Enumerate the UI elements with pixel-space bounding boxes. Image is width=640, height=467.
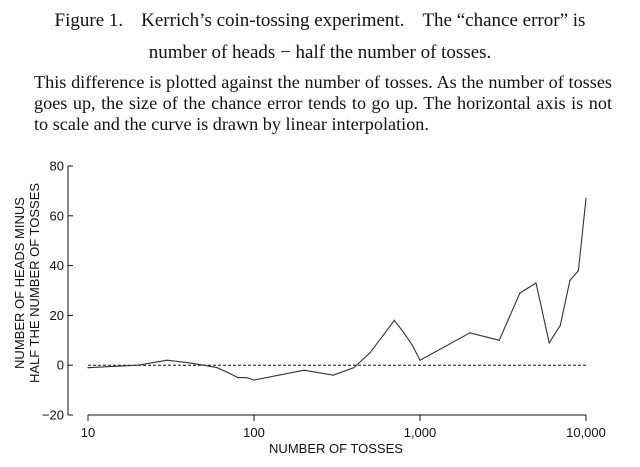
data-point (203, 364, 205, 366)
x-axis-ticks: 10 100 1,000 10,000 (81, 415, 606, 440)
data-point (332, 374, 334, 376)
data-point (519, 292, 521, 294)
data-point (585, 197, 587, 199)
y-tick-label: 20 (50, 308, 64, 323)
y-axis-label-line2: HALF THE NUMBER OF TOSSES (27, 183, 42, 383)
data-points (87, 197, 587, 381)
data-point (403, 332, 405, 334)
figure-caption-line1: Figure 1. Kerrich’s coin-tossing experime… (0, 10, 640, 32)
data-point (166, 359, 168, 361)
y-axis-label-line1: NUMBER OF HEADS MINUS (12, 197, 27, 369)
data-point (393, 319, 395, 321)
y-tick-label: 80 (50, 159, 64, 174)
chance-error-line (87, 198, 587, 381)
figure-description: This difference is plotted against the n… (34, 72, 612, 134)
data-point (548, 342, 550, 344)
data-point (245, 377, 247, 379)
y-tick-label: 40 (50, 258, 64, 273)
data-point (137, 364, 139, 366)
y-tick-label: 60 (50, 208, 64, 223)
data-point (353, 367, 355, 369)
data-point (469, 332, 471, 334)
data-point (577, 270, 580, 272)
x-tick-label: 10,000 (566, 425, 606, 440)
data-point (253, 379, 255, 381)
data-point (419, 359, 421, 361)
y-tick-label: −20 (42, 408, 64, 423)
data-point (187, 362, 189, 364)
x-tick-label: 100 (243, 425, 265, 440)
y-tick-label: 0 (57, 358, 64, 373)
data-point (498, 339, 500, 341)
data-point (382, 334, 384, 336)
data-point (237, 377, 239, 379)
data-point (369, 352, 371, 354)
figure-caption-line2: number of heads − half the number of tos… (148, 42, 492, 63)
data-point (216, 367, 218, 369)
figure-title-part1: Kerrich’s coin-tossing experiment. (141, 10, 405, 31)
data-point (569, 279, 571, 282)
data-point (411, 344, 413, 346)
data-point (559, 324, 561, 326)
data-point (535, 282, 537, 284)
data-point (87, 367, 89, 369)
data-point (303, 369, 305, 371)
figure-label: Figure 1. (54, 10, 124, 31)
y-axis-ticks: −20 0 20 40 60 80 (42, 159, 73, 423)
figure-title-part2: The “chance error” is (422, 10, 586, 31)
data-point (227, 372, 229, 374)
x-tick-label: 1,000 (404, 425, 437, 440)
x-axis-label: NUMBER OF TOSSES (269, 441, 403, 456)
x-tick-label: 10 (81, 425, 95, 440)
